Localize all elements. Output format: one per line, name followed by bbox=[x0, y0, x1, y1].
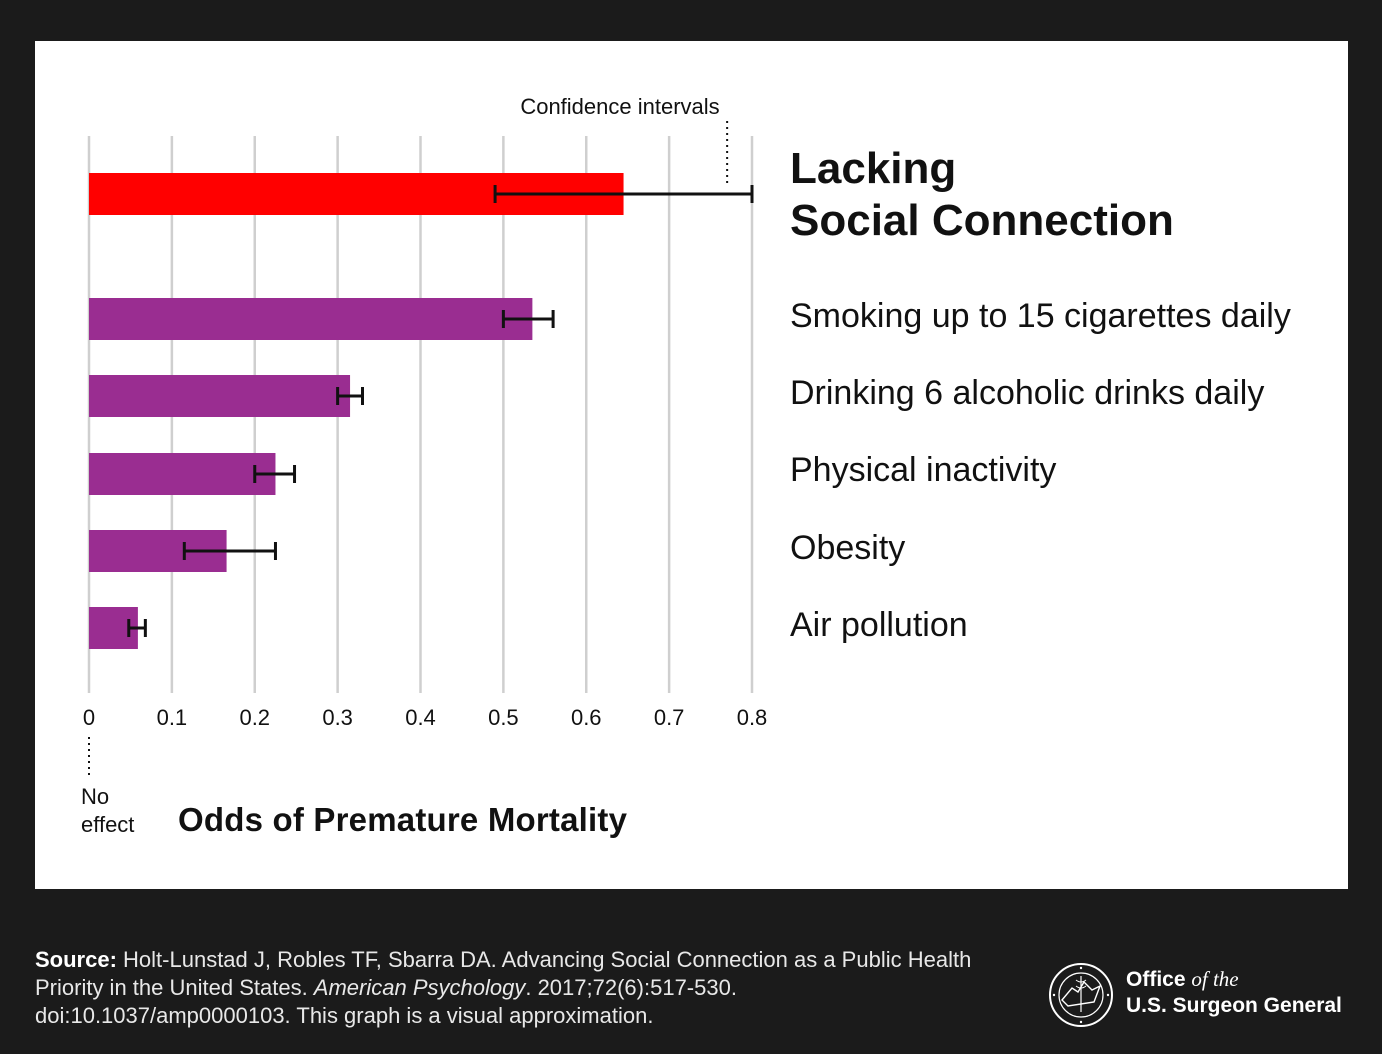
bar bbox=[89, 375, 351, 417]
category-label: Drinking 6 alcoholic drinks daily bbox=[790, 374, 1264, 413]
of-the-word: of the bbox=[1191, 967, 1239, 991]
x-tick-label: 0.1 bbox=[157, 705, 188, 730]
office-word: Office bbox=[1126, 968, 1192, 991]
x-tick-label: 0 bbox=[83, 705, 95, 730]
chart-panel: 0 0.1 0.2 0.3 0.4 0.5 0.6 0.7 0.8 Confidence inte… bbox=[35, 41, 1348, 889]
journal-name: American Psychology bbox=[313, 975, 526, 1000]
citation-rest: . 2017;72(6):517-530. doi:10.1037/amp000… bbox=[35, 975, 737, 1028]
bar-chart: 0 0.1 0.2 0.3 0.4 0.5 0.6 0.7 0.8 Confidence inte… bbox=[83, 94, 768, 779]
x-tick-label: 0.4 bbox=[405, 705, 436, 730]
no-effect-line-1: No bbox=[81, 784, 110, 809]
category-label-line: Air pollution bbox=[790, 606, 968, 644]
source-label: Source: bbox=[35, 947, 117, 972]
no-effect-annotation: No effect bbox=[81, 783, 134, 839]
category-label: Smoking up to 15 cigarettes daily bbox=[790, 297, 1291, 336]
source-text: Holt-Lunstad J, Robles TF, Sbarra DA. Ad… bbox=[35, 947, 972, 1000]
office-line-1: Office of the bbox=[1126, 966, 1342, 993]
x-axis-title: Odds of Premature Mortality bbox=[178, 801, 628, 838]
category-label-line: Lacking bbox=[790, 144, 957, 193]
category-label-line: Drinking 6 alcoholic drinks daily bbox=[790, 374, 1265, 412]
category-label-line: Smoking up to 15 cigarettes daily bbox=[790, 297, 1291, 335]
office-logo-text: Office of the U.S. Surgeon General bbox=[1126, 966, 1342, 1019]
x-tick-label: 0.8 bbox=[737, 705, 768, 730]
category-label: Physical inactivity bbox=[790, 451, 1056, 490]
x-tick-label: 0.5 bbox=[488, 705, 519, 730]
category-label-line: Obesity bbox=[790, 529, 906, 567]
category-label-line: Physical inactivity bbox=[790, 451, 1057, 489]
x-tick-label: 0.7 bbox=[654, 705, 685, 730]
x-tick-label: 0.2 bbox=[239, 705, 270, 730]
bar bbox=[89, 298, 533, 340]
confidence-intervals-label: Confidence intervals bbox=[520, 94, 719, 119]
category-label-line: Social Connection bbox=[790, 196, 1174, 245]
x-tick-label: 0.3 bbox=[322, 705, 353, 730]
category-label: Obesity bbox=[790, 529, 905, 568]
category-label-highlight: Lacking Social Connection bbox=[790, 143, 1174, 247]
category-label: Air pollution bbox=[790, 606, 968, 645]
source-citation: Source: Holt-Lunstad J, Robles TF, Sbarr… bbox=[35, 946, 995, 1030]
x-tick-label: 0.6 bbox=[571, 705, 602, 730]
office-line-2: U.S. Surgeon General bbox=[1126, 994, 1342, 1017]
bar bbox=[89, 453, 276, 495]
no-effect-line-2: effect bbox=[81, 812, 135, 837]
surgeon-general-seal-icon bbox=[1049, 963, 1113, 1027]
